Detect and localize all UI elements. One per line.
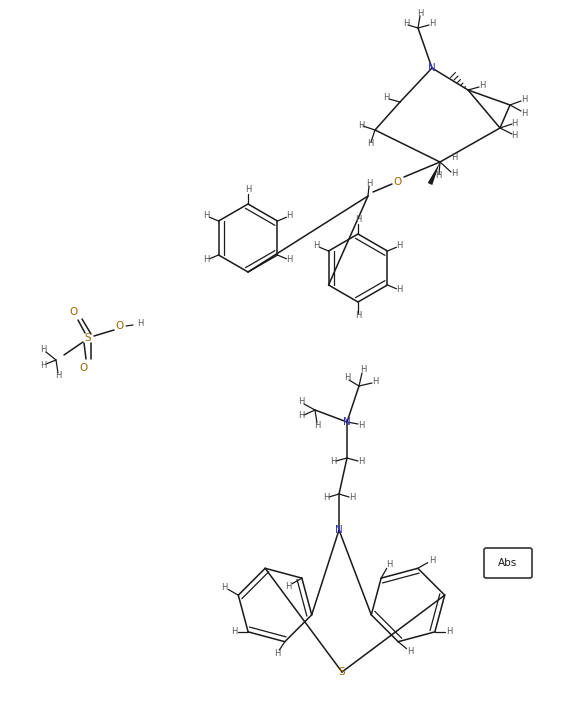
Text: H: H <box>521 108 527 117</box>
Text: H: H <box>245 185 251 194</box>
Text: H: H <box>358 457 364 467</box>
Text: O: O <box>79 363 87 373</box>
Text: H: H <box>285 582 291 590</box>
Text: H: H <box>286 255 293 264</box>
Text: N: N <box>335 525 343 535</box>
Text: H: H <box>521 95 527 105</box>
Polygon shape <box>428 162 440 185</box>
Text: H: H <box>273 649 280 658</box>
Text: H: H <box>203 211 210 221</box>
Text: H: H <box>323 493 329 503</box>
Text: O: O <box>116 321 124 331</box>
Text: H: H <box>40 361 46 370</box>
Text: H: H <box>372 377 378 385</box>
Text: H: H <box>396 242 402 250</box>
Text: H: H <box>286 211 293 221</box>
Text: H: H <box>355 216 361 225</box>
Text: H: H <box>435 172 441 180</box>
Text: H: H <box>344 373 350 382</box>
Text: Abs: Abs <box>499 558 518 568</box>
Text: H: H <box>358 421 364 429</box>
Text: H: H <box>429 20 435 28</box>
Text: H: H <box>407 647 413 656</box>
Text: O: O <box>69 307 77 317</box>
Text: H: H <box>298 397 304 407</box>
Text: H: H <box>221 583 228 592</box>
Text: H: H <box>403 20 409 28</box>
Text: H: H <box>40 346 46 354</box>
Text: H: H <box>511 132 517 141</box>
Text: H: H <box>428 556 435 565</box>
Text: H: H <box>417 9 423 18</box>
Text: H: H <box>358 120 364 129</box>
Text: N: N <box>343 417 351 427</box>
Text: N: N <box>428 63 436 73</box>
Text: H: H <box>366 180 372 189</box>
FancyBboxPatch shape <box>484 548 532 578</box>
Text: S: S <box>85 333 91 343</box>
Text: H: H <box>231 627 237 636</box>
Text: H: H <box>137 320 143 329</box>
Text: H: H <box>314 421 320 431</box>
Text: O: O <box>394 177 402 187</box>
Text: H: H <box>355 312 361 320</box>
Text: H: H <box>360 366 366 375</box>
Text: H: H <box>298 411 304 421</box>
Text: H: H <box>367 139 373 148</box>
Text: S: S <box>338 667 345 677</box>
Text: H: H <box>451 170 457 178</box>
Text: H: H <box>386 560 392 568</box>
Text: H: H <box>451 153 457 163</box>
Text: H: H <box>349 493 355 503</box>
Text: H: H <box>445 627 452 636</box>
Text: H: H <box>314 242 320 250</box>
Text: H: H <box>55 371 61 380</box>
Text: H: H <box>330 457 336 467</box>
Text: H: H <box>383 93 389 103</box>
Text: H: H <box>203 255 210 264</box>
Text: H: H <box>396 286 402 295</box>
Text: H: H <box>479 81 485 90</box>
Text: H: H <box>511 119 517 127</box>
